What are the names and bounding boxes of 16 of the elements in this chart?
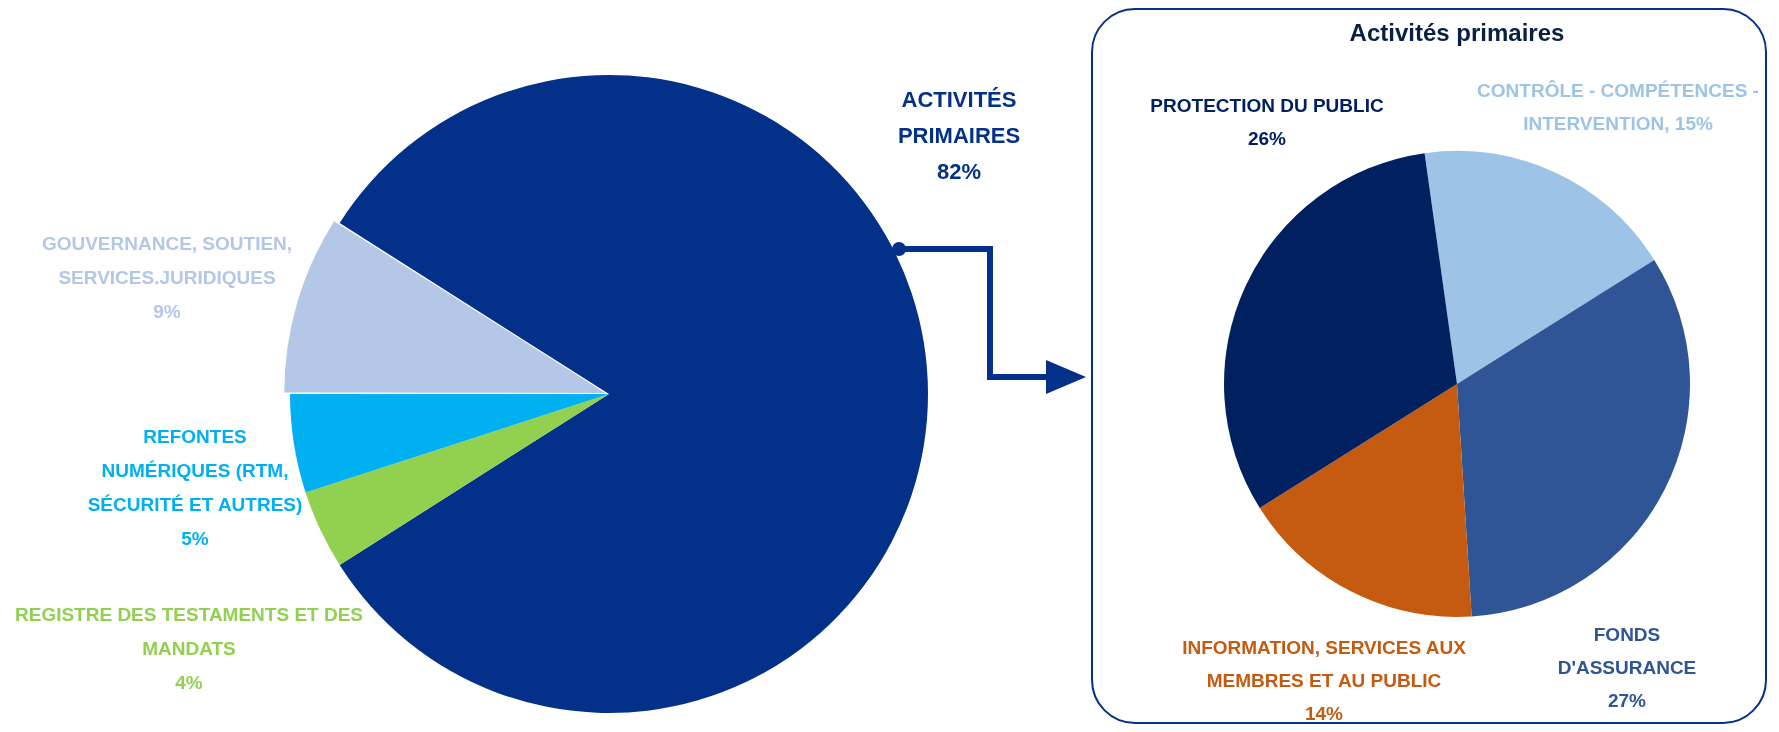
- chart-title: Activités primaires: [1349, 19, 1565, 47]
- data-label: 27%: [1607, 689, 1647, 711]
- data-label: 82%: [936, 159, 982, 185]
- data-label: 4%: [175, 671, 203, 693]
- slice-label: ACTIVITÉS PRIMAIRES: [897, 87, 1021, 149]
- slice-label: FONDS D'ASSURANCE: [1557, 623, 1697, 678]
- data-label: 14%: [1304, 702, 1344, 724]
- slice-label: PROTECTION DU PUBLIC: [1150, 94, 1384, 116]
- data-label: 9%: [153, 300, 181, 322]
- data-label: 26%: [1247, 127, 1287, 149]
- slice-label: GOUVERNANCE, SOUTIEN, SERVICES.JURIDIQUES: [41, 232, 293, 288]
- slice-label: INFORMATION, SERVICES AUX MEMBRES ET AU PUBLIC: [1182, 636, 1467, 691]
- data-label: 5%: [181, 527, 209, 549]
- slice-label: REGISTRE DES TESTAMENTS ET DES MANDATS: [14, 603, 364, 659]
- slice-label: CONTRÔLE - COMPÉTENCES - INTERVENTION, 15%: [1477, 79, 1759, 134]
- slice-label: REFONTES NUMÉRIQUES (RTM, SÉCURITÉ ET AUTRES): [87, 425, 303, 515]
